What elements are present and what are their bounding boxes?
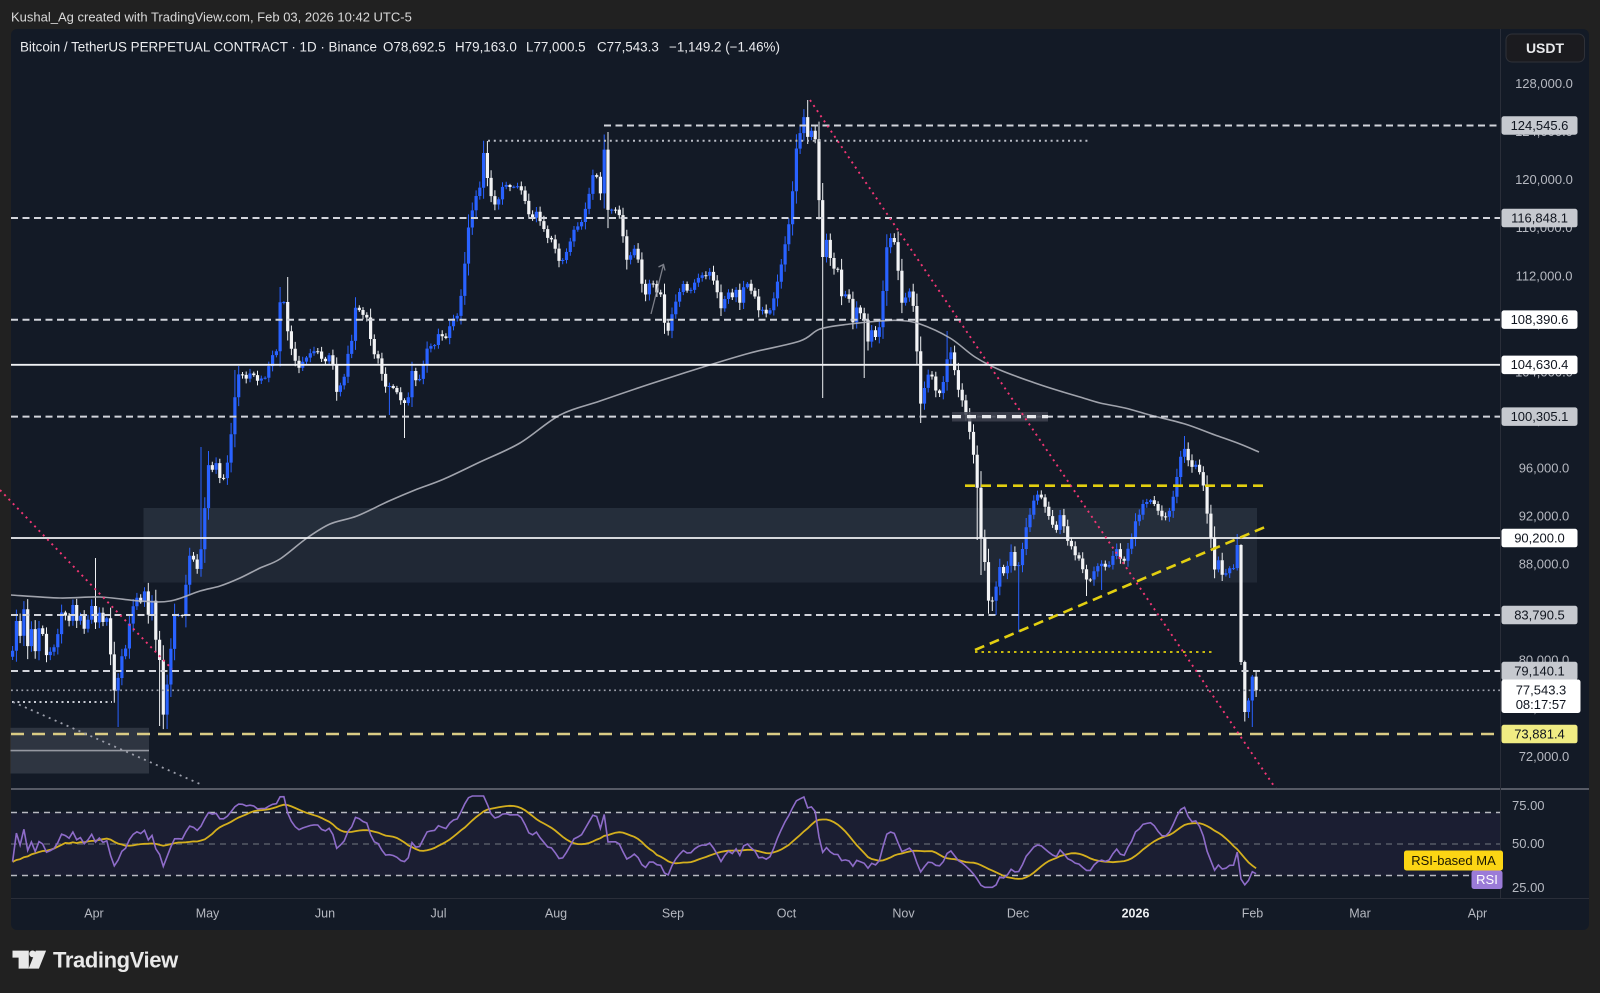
svg-text:Dec: Dec [1007, 907, 1029, 921]
svg-text:Apr: Apr [84, 907, 103, 921]
svg-text:Oct: Oct [777, 907, 797, 921]
svg-text:2026: 2026 [1122, 907, 1150, 921]
svg-text:50.00: 50.00 [1512, 836, 1545, 851]
svg-text:92,000.0: 92,000.0 [1519, 509, 1570, 524]
svg-text:25.00: 25.00 [1512, 880, 1545, 895]
svg-text:Feb: Feb [1242, 907, 1264, 921]
svg-text:08:17:57: 08:17:57 [1516, 697, 1567, 712]
svg-text:100,305.1: 100,305.1 [1511, 409, 1569, 424]
svg-text:O78,692.5: O78,692.5 [383, 40, 446, 55]
svg-text:Bitcoin / TetherUS PERPETUAL C: Bitcoin / TetherUS PERPETUAL CONTRACT · … [20, 40, 377, 55]
svg-text:120,000.0: 120,000.0 [1515, 172, 1573, 187]
svg-text:L77,000.5: L77,000.5 [526, 40, 586, 55]
svg-text:72,000.0: 72,000.0 [1519, 749, 1570, 764]
svg-text:Sep: Sep [662, 907, 684, 921]
svg-text:Jun: Jun [315, 907, 335, 921]
svg-text:112,000.0: 112,000.0 [1516, 269, 1573, 284]
svg-text:104,630.4: 104,630.4 [1511, 357, 1569, 372]
svg-text:May: May [196, 907, 220, 921]
svg-text:124,545.6: 124,545.6 [1511, 118, 1569, 133]
svg-text:116,848.1: 116,848.1 [1511, 210, 1568, 225]
svg-text:Apr: Apr [1468, 907, 1487, 921]
svg-text:88,000.0: 88,000.0 [1519, 557, 1570, 572]
svg-text:RSI-based MA: RSI-based MA [1411, 853, 1496, 868]
svg-text:108,390.6: 108,390.6 [1511, 312, 1569, 327]
svg-text:−1,149.2 (−1.46%): −1,149.2 (−1.46%) [669, 40, 780, 55]
svg-text:Aug: Aug [545, 907, 567, 921]
svg-text:73,881.4: 73,881.4 [1514, 726, 1565, 741]
svg-text:Nov: Nov [892, 907, 915, 921]
svg-text:96,000.0: 96,000.0 [1519, 461, 1570, 476]
svg-text:90,200.0: 90,200.0 [1514, 530, 1565, 545]
svg-text:75.00: 75.00 [1512, 798, 1545, 813]
svg-text:RSI: RSI [1476, 872, 1498, 887]
svg-text:Mar: Mar [1349, 907, 1371, 921]
svg-text:79,140.1: 79,140.1 [1514, 663, 1565, 678]
svg-text:Jul: Jul [431, 907, 447, 921]
svg-text:83,790.5: 83,790.5 [1514, 607, 1565, 622]
svg-text:TradingView: TradingView [53, 948, 179, 973]
svg-text:128,000.0: 128,000.0 [1515, 76, 1573, 91]
svg-text:USDT: USDT [1526, 40, 1565, 56]
svg-text:Kushal_Ag created with Trading: Kushal_Ag created with TradingView.com, … [11, 10, 412, 25]
svg-text:77,543.3: 77,543.3 [1516, 683, 1567, 698]
svg-text:H79,163.0: H79,163.0 [455, 40, 517, 55]
svg-text:C77,543.3: C77,543.3 [597, 40, 659, 55]
